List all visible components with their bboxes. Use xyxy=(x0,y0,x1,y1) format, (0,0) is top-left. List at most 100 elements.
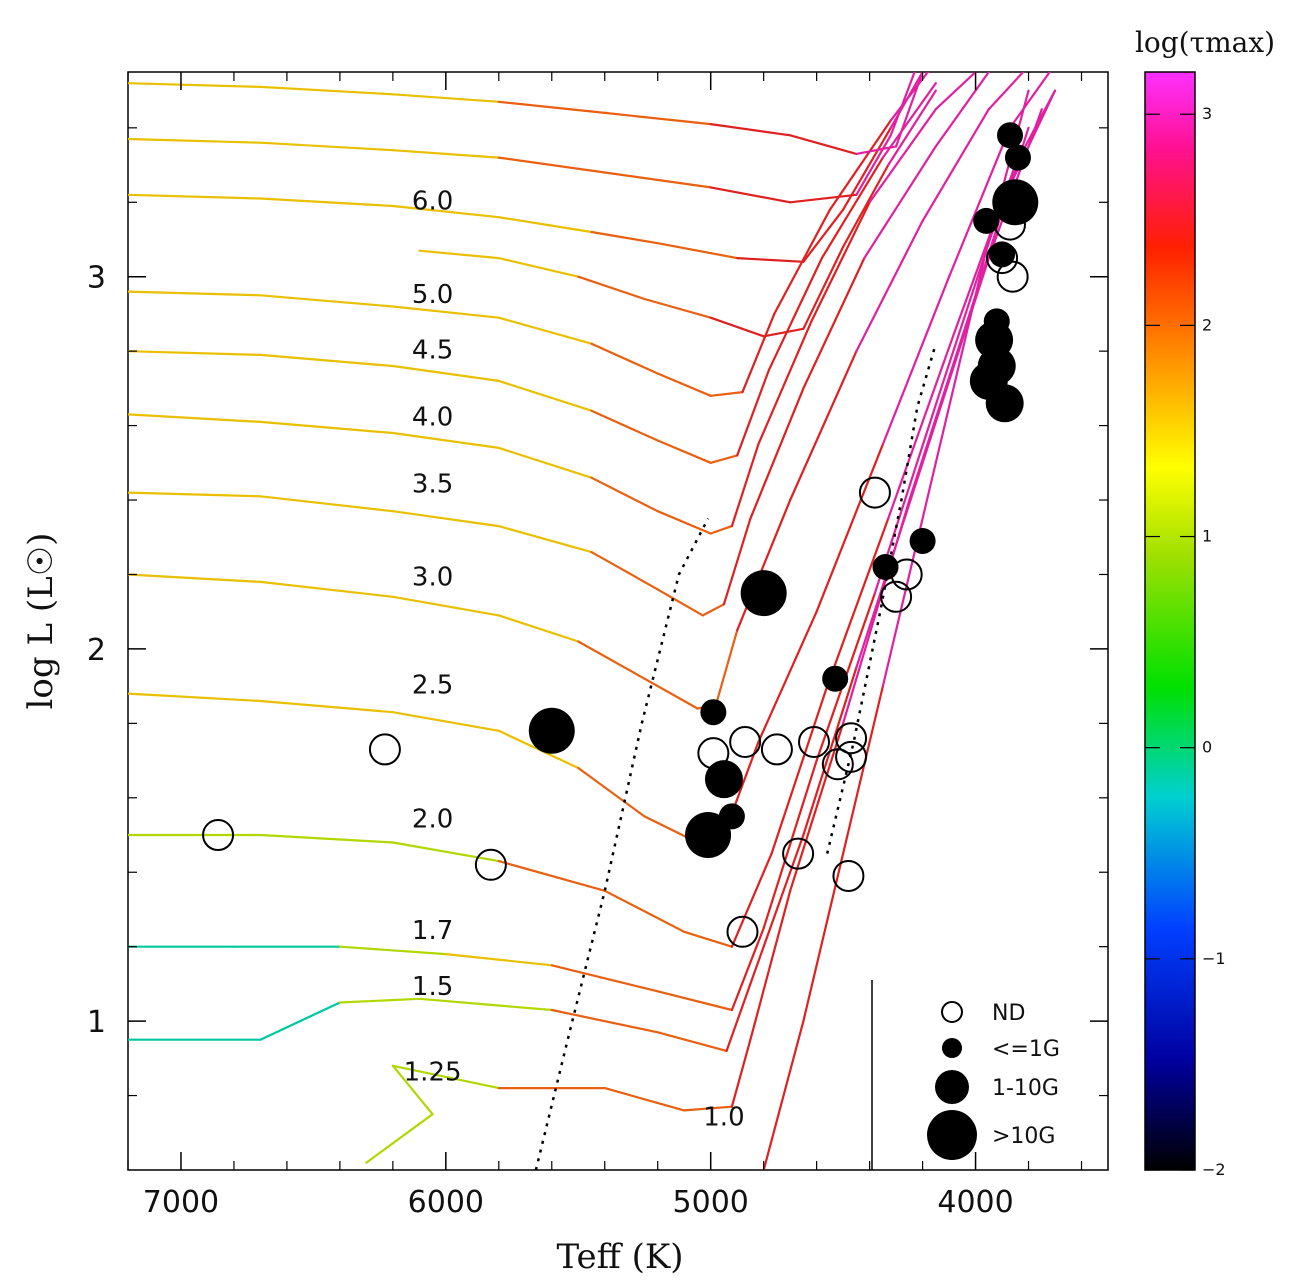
track-4-segment xyxy=(826,517,890,688)
track-7-segment xyxy=(656,588,704,617)
track-14-segment xyxy=(894,72,924,148)
track-7-segment xyxy=(934,72,990,148)
x-tick-label: 7000 xyxy=(143,1185,219,1220)
y-tick-label: 2 xyxy=(87,633,106,668)
track-3-segment xyxy=(550,964,659,993)
track-13-segment xyxy=(128,137,262,144)
track-2-segment xyxy=(550,1008,659,1034)
star-1to10g-marker xyxy=(975,320,1014,359)
star-le1g-marker xyxy=(700,699,727,726)
legend-label: 1-10G xyxy=(992,1076,1059,1101)
evolution-tracks xyxy=(128,72,1057,1170)
star-1to10g-marker xyxy=(985,384,1024,423)
star-nd-marker xyxy=(835,722,868,755)
track-2-segment xyxy=(418,997,553,1012)
track-4-segment xyxy=(603,889,686,933)
track-1-segment xyxy=(391,1064,500,1090)
boundary-lines xyxy=(534,343,937,1170)
track-2-segment xyxy=(338,997,421,1004)
track-14-segment xyxy=(128,82,262,89)
star-nd-marker xyxy=(835,740,868,773)
track-1-segment xyxy=(391,1064,434,1116)
mass-labels: 1.0 1.25 1.5 1.7 2.0 2.5 3.0 3.5 4.0 4.5 5.0 6.0 xyxy=(404,187,745,1133)
track-4-segment xyxy=(683,930,734,948)
track-11-segment xyxy=(577,275,646,301)
star-nd-marker xyxy=(832,859,865,892)
track-8-segment xyxy=(934,72,977,111)
colorbar-gradient xyxy=(1144,71,1196,1171)
track-1-segment xyxy=(683,1105,734,1112)
track-4-segment xyxy=(770,684,829,855)
boundary-line-0 xyxy=(534,518,710,1170)
x-tick-label: 4000 xyxy=(937,1185,1013,1220)
track-13-segment xyxy=(391,149,500,159)
colorbar-tick-label: −1 xyxy=(1202,949,1226,968)
track-10-segment xyxy=(709,391,744,397)
star-nd-marker xyxy=(798,725,830,758)
track-9-segment xyxy=(820,156,885,260)
track-8-segment xyxy=(391,431,500,449)
mass-label: 4.5 xyxy=(412,336,453,366)
track-8-segment xyxy=(757,320,813,446)
track-10-segment xyxy=(497,316,593,345)
track-9-segment xyxy=(590,409,659,442)
track-14-segment xyxy=(259,85,394,96)
track-2-segment xyxy=(921,257,990,464)
track-7-segment xyxy=(749,387,805,520)
track-8-segment xyxy=(709,524,734,535)
track-11-segment xyxy=(841,164,890,248)
track-3-segment xyxy=(762,759,818,930)
track-8-segment xyxy=(497,446,593,479)
track-0-segment xyxy=(934,238,990,464)
star-le1g-marker xyxy=(909,527,936,554)
track-10-segment xyxy=(391,305,500,319)
track-3-segment xyxy=(656,990,734,1012)
track-6-segment xyxy=(736,498,792,632)
track-1-segment xyxy=(730,1038,752,1108)
track-13-segment xyxy=(889,72,916,137)
legend-label: ND xyxy=(992,1001,1025,1026)
y-tick-label: 3 xyxy=(87,261,106,296)
colorbar-title: log(τmax) xyxy=(1135,26,1275,59)
mass-label: 4.0 xyxy=(412,403,453,433)
track-11-segment xyxy=(802,245,845,330)
track-1-segment xyxy=(365,1113,434,1164)
track-6-segment xyxy=(643,677,699,710)
track-9-segment xyxy=(709,454,739,464)
track-5-segment xyxy=(947,126,1012,278)
x-tick-label: 5000 xyxy=(673,1185,749,1220)
track-11-segment xyxy=(887,89,937,167)
star-nd-marker xyxy=(880,580,913,613)
star-nd-marker xyxy=(726,915,759,948)
track-4-segment xyxy=(887,331,956,520)
track-13-segment xyxy=(855,134,892,196)
track-2-segment xyxy=(656,1031,728,1053)
track-12-segment xyxy=(259,197,394,208)
x-tick-label: 6000 xyxy=(408,1185,484,1220)
track-12-segment xyxy=(391,204,500,219)
star-gt10g-marker xyxy=(685,812,732,859)
track-11-segment xyxy=(497,257,580,278)
track-9-segment xyxy=(736,368,771,457)
colorbar-tick-label: 2 xyxy=(1202,315,1212,334)
track-4-segment xyxy=(259,833,394,844)
star-nd-marker xyxy=(729,725,762,758)
track-9-segment xyxy=(259,353,394,368)
track-8-segment xyxy=(868,108,937,204)
track-9-segment xyxy=(391,364,500,382)
track-8-segment xyxy=(590,476,659,513)
track-10-segment xyxy=(828,119,892,211)
star-1to10g-marker xyxy=(704,760,743,799)
track-14-segment xyxy=(603,111,712,126)
star-nd-marker xyxy=(760,733,793,766)
track-5-segment xyxy=(815,443,885,613)
track-13-segment xyxy=(497,156,606,174)
track-12-segment xyxy=(590,230,659,245)
track-5-segment xyxy=(128,692,262,703)
plot-area: 7000 6000 5000 4000 1 2 3 1.0 1.25 1.5 1.7 2.0 2.5 3… xyxy=(87,71,1109,1220)
colorbar-tick-label: 3 xyxy=(1202,104,1212,123)
track-9-segment xyxy=(497,379,593,412)
track-8-segment xyxy=(128,413,262,423)
track-14-segment xyxy=(709,122,792,137)
track-12-segment xyxy=(497,216,593,234)
